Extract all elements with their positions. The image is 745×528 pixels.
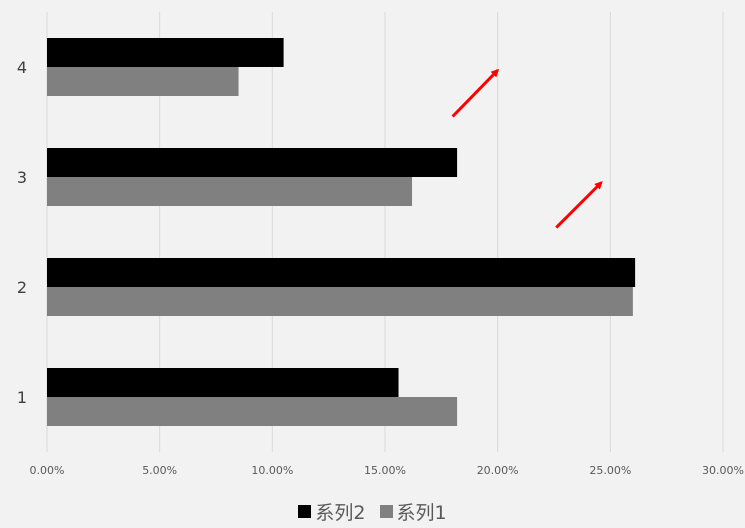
legend: 系列2 系列1 bbox=[0, 498, 745, 525]
legend-item-series1: 系列1 bbox=[379, 498, 447, 525]
bar-series2-cat1 bbox=[47, 368, 399, 397]
x-tick-label: 30.00% bbox=[702, 464, 744, 477]
legend-item-series2: 系列2 bbox=[298, 498, 366, 525]
legend-swatch-series2 bbox=[298, 505, 312, 518]
x-tick-label: 15.00% bbox=[364, 464, 406, 477]
annotation-arrow-1 bbox=[451, 68, 500, 118]
category-label: 2 bbox=[17, 278, 27, 297]
annotation-arrow-2 bbox=[555, 181, 603, 229]
bar-series1-cat3 bbox=[47, 177, 413, 206]
bar-series1-cat1 bbox=[47, 397, 458, 426]
legend-swatch-series1 bbox=[379, 505, 393, 518]
x-tick-label: 0.00% bbox=[30, 464, 65, 477]
category-label: 4 bbox=[17, 58, 27, 77]
bar-series2-cat4 bbox=[47, 38, 284, 67]
category-label: 3 bbox=[17, 168, 27, 187]
bar-series2-cat3 bbox=[47, 148, 458, 177]
x-tick-label: 25.00% bbox=[589, 464, 631, 477]
x-tick-label: 20.00% bbox=[477, 464, 519, 477]
bar-series2-cat2 bbox=[47, 258, 636, 287]
legend-label-series2: 系列2 bbox=[315, 502, 366, 524]
bar-chart-plot: 0.00% 5.00% 10.00% 15.00% 20.00% 25.00% 30.00%… bbox=[17, 12, 744, 477]
x-tick-label: 10.00% bbox=[251, 464, 293, 477]
bar-series1-cat4 bbox=[47, 67, 239, 96]
bar-series1-cat2 bbox=[47, 287, 633, 316]
category-label: 1 bbox=[17, 388, 27, 407]
legend-label-series1: 系列1 bbox=[396, 502, 447, 524]
x-tick-label: 5.00% bbox=[142, 464, 177, 477]
